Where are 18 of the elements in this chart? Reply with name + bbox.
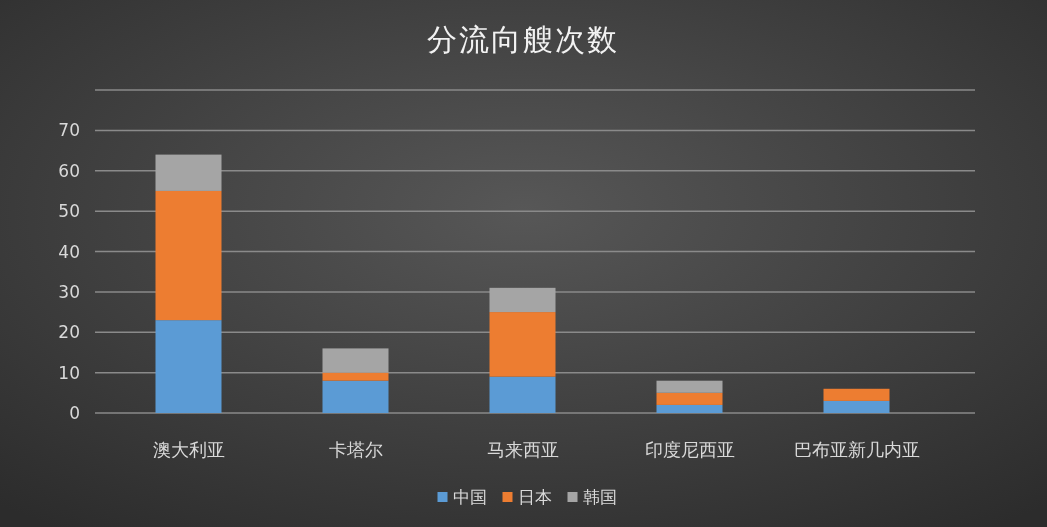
ytick: 50 <box>58 201 80 222</box>
ytick: 30 <box>58 281 80 302</box>
xtick: 卡塔尔 <box>328 439 383 460</box>
legend-label: 韩国 <box>582 487 617 507</box>
xtick: 巴布亚新几内亚 <box>793 439 920 460</box>
ytick: 10 <box>58 362 80 383</box>
ytick: 70 <box>58 120 80 141</box>
ytick: 40 <box>58 241 80 262</box>
legend-label: 日本 <box>517 487 552 507</box>
legend: 中国 日本 韩国 <box>437 487 617 507</box>
xtick: 澳大利亚 <box>152 439 225 460</box>
xtick: 印度尼西亚 <box>644 439 735 460</box>
ytick: 0 <box>69 403 80 423</box>
ytick: 60 <box>58 160 80 181</box>
title: 分流向艘次数 <box>427 22 619 57</box>
ytick: 20 <box>58 322 80 343</box>
legend-label: 中国 <box>452 487 487 507</box>
xtick: 马来西亚 <box>486 439 559 460</box>
